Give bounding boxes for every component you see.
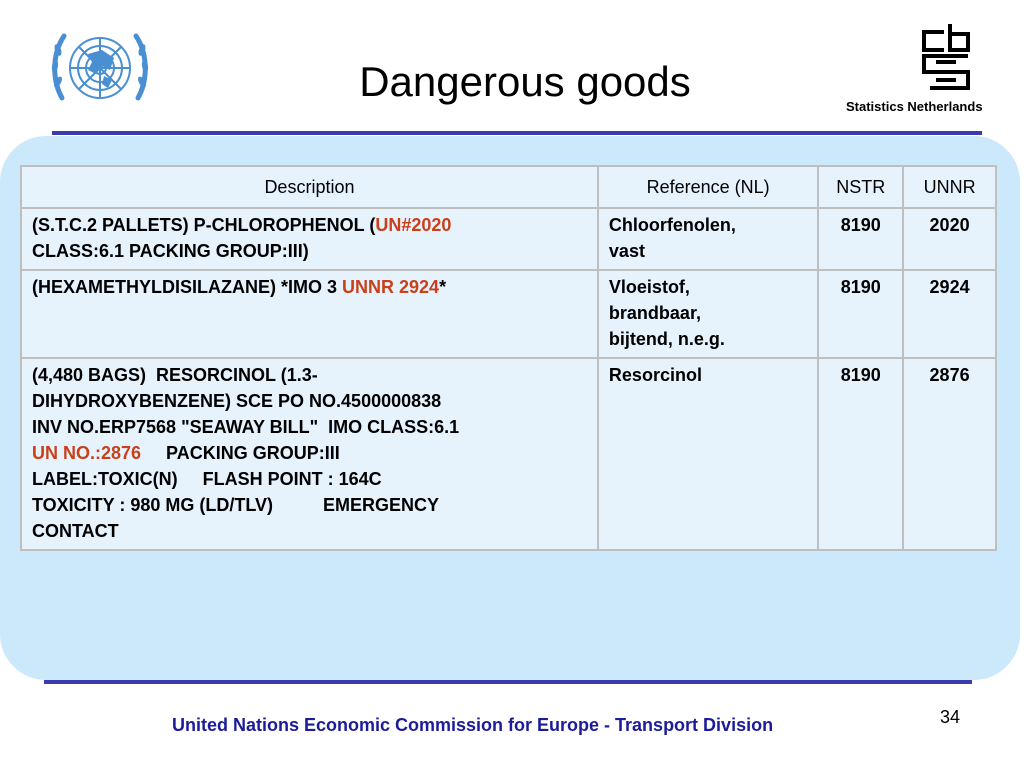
description-cell: (S.T.C.2 PALLETS) P-CHLOROPHENOL (UN#202…: [20, 207, 599, 271]
unnr-cell: 2020: [902, 207, 997, 271]
top-divider: [52, 131, 982, 135]
un-number-highlight: UN#2020: [375, 215, 452, 235]
un-number-highlight: UNNR 2924: [342, 277, 440, 297]
cbs-logo: [920, 22, 972, 96]
reference-cell: Vloeistof, brandbaar, bijtend, n.e.g.: [596, 269, 820, 359]
col-header-reference: Reference (NL): [596, 165, 820, 209]
unnr-cell: 2924: [902, 269, 997, 359]
col-header-nstr: NSTR: [817, 165, 905, 209]
description-cell: (HEXAMETHYLDISILAZANE) *IMO 3 UNNR 2924*: [20, 269, 599, 359]
page-number: 34: [940, 707, 961, 727]
unnr-cell: 2876: [902, 357, 997, 551]
nstr-cell: 8190: [817, 357, 905, 551]
un-emblem-logo: [44, 20, 156, 120]
un-number-highlight: UN NO.:2876: [32, 443, 142, 463]
slide-title: Dangerous goods: [359, 58, 691, 105]
table-row: (4,480 BAGS) RESORCINOL (1.3- DIHYDROXYBE…: [20, 357, 997, 551]
footer-text: United Nations Economic Commission for E…: [172, 715, 774, 735]
nstr-cell: 8190: [817, 207, 905, 271]
col-header-unnr: UNNR: [902, 165, 997, 209]
description-cell: (4,480 BAGS) RESORCINOL (1.3- DIHYDROXYBE…: [20, 357, 599, 551]
dangerous-goods-table: Description Reference (NL) NSTR UNNR (S.…: [20, 165, 997, 551]
col-header-description: Description: [20, 165, 599, 209]
table-row: (S.T.C.2 PALLETS) P-CHLOROPHENOL (UN#202…: [20, 207, 997, 271]
table-row: (HEXAMETHYLDISILAZANE) *IMO 3 UNNR 2924*…: [20, 269, 997, 359]
cbs-logo-caption: Statistics Netherlands: [846, 99, 983, 114]
table-header-row: Description Reference (NL) NSTR UNNR: [20, 165, 997, 209]
bottom-divider: [44, 680, 972, 684]
reference-cell: Resorcinol: [596, 357, 820, 551]
nstr-cell: 8190: [817, 269, 905, 359]
reference-cell: Chloorfenolen, vast: [596, 207, 820, 271]
